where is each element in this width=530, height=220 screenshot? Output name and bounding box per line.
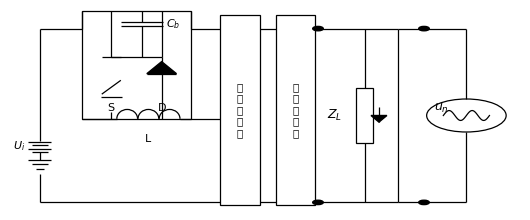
Text: D: D <box>157 103 166 113</box>
Bar <box>220 15 260 205</box>
Text: 输
出
滤
波
器: 输 出 滤 波 器 <box>293 82 298 138</box>
Text: S: S <box>108 103 115 113</box>
Text: $u_n$: $u_n$ <box>434 102 448 116</box>
Polygon shape <box>147 62 176 74</box>
Circle shape <box>313 200 323 205</box>
Text: $Z_L$: $Z_L$ <box>328 108 342 123</box>
Text: $C_b$: $C_b$ <box>166 17 180 31</box>
Bar <box>276 15 315 205</box>
Circle shape <box>419 200 429 205</box>
Text: 单
相
逆
变
桥: 单 相 逆 变 桥 <box>237 82 243 138</box>
Text: $U_i$: $U_i$ <box>13 139 26 153</box>
Circle shape <box>313 26 323 31</box>
Circle shape <box>419 26 429 31</box>
Text: L: L <box>145 134 152 144</box>
Bar <box>356 88 373 143</box>
Bar <box>82 11 191 119</box>
Polygon shape <box>371 116 387 122</box>
